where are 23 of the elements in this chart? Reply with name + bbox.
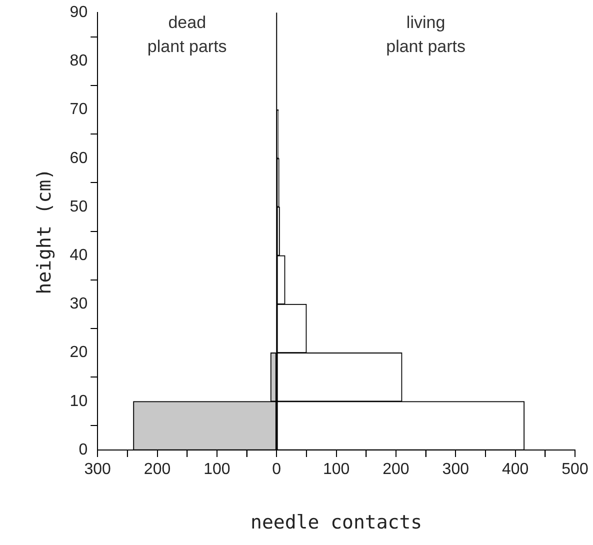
x-tick-label: 300: [84, 461, 112, 478]
x-axis-title: needle contacts: [250, 512, 422, 534]
y-tick-label: 30: [70, 296, 88, 313]
x-tick-label: 100: [322, 461, 350, 478]
annotation: dead plant parts: [147, 12, 227, 56]
y-tick-label: 70: [70, 101, 88, 118]
y-tick-label: 60: [70, 150, 88, 167]
y-tick-label: 90: [70, 4, 88, 22]
y-tick-label: 10: [70, 392, 88, 410]
y-tick-label: 40: [70, 247, 88, 264]
y-tick-label: 80: [70, 52, 88, 70]
y-tick-label: 20: [70, 344, 88, 362]
y-tick-label: 50: [70, 198, 88, 216]
x-tick-label: 500: [562, 461, 588, 478]
x-tick-label: 0: [272, 461, 282, 478]
x-tick-label: 100: [204, 461, 230, 478]
annotation: living plant parts: [386, 12, 466, 56]
y-tick-label: 0: [78, 441, 88, 458]
x-tick-label: 300: [442, 461, 470, 478]
x-tick-label: 400: [502, 461, 529, 478]
x-tick-label: 200: [144, 461, 171, 478]
x-tick-label: 200: [382, 461, 410, 478]
y-axis-title: height (cm): [33, 168, 56, 294]
